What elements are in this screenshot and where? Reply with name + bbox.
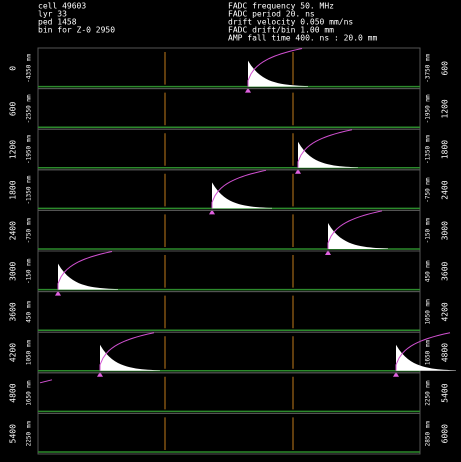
marker [97, 371, 103, 377]
header-text: FADC frequency 50. MHz [228, 2, 334, 11]
row-mm-label: 1050 mm [425, 299, 432, 325]
pulse [58, 263, 118, 290]
row-label: 1200 [9, 140, 18, 159]
row-label: 4200 [441, 302, 450, 321]
row-mm-label: 1650 mm [26, 380, 33, 406]
row-mm-label: 450 mm [26, 301, 33, 323]
row-label: 4800 [9, 383, 18, 402]
row-mm-label: -150 mm [26, 258, 33, 284]
pulse [396, 344, 456, 371]
row-label: 600 [441, 61, 450, 76]
row-mm-label: 1050 mm [26, 339, 33, 365]
pulse [100, 344, 160, 371]
header-text: cell 49603 [38, 2, 86, 11]
row-mm-label: -750 mm [425, 177, 432, 203]
row-mm-label: 2250 mm [425, 380, 432, 406]
row-mm-label: -750 mm [26, 218, 33, 244]
marker [245, 87, 251, 93]
row-label: 2400 [441, 180, 450, 199]
drift-curve [39, 379, 53, 384]
header-text: bin for Z-0 2950 [38, 26, 115, 35]
row-label: 3000 [9, 261, 18, 280]
pulse [248, 60, 308, 87]
drift-curve [57, 251, 113, 290]
row-mm-label: -3750 mm [425, 53, 432, 82]
row-label: 600 [9, 101, 18, 116]
row-label: 2400 [9, 221, 18, 240]
row-mm-label: 1650 mm [425, 339, 432, 365]
row-label: 6000 [441, 424, 450, 443]
marker [393, 371, 399, 377]
row-label: 5400 [441, 383, 450, 402]
marker [209, 209, 215, 215]
row-label: 1800 [441, 140, 450, 159]
pulse [212, 182, 272, 209]
drift-curve [297, 129, 353, 168]
row-mm-label: 2850 mm [425, 421, 432, 447]
row-mm-label: 2250 mm [26, 421, 33, 447]
row-frame [37, 412, 421, 455]
marker [55, 290, 61, 296]
marker [325, 250, 331, 255]
row-mm-label: 450 mm [425, 260, 432, 282]
header-text: lyr 33 [38, 10, 67, 19]
drift-curve [211, 169, 267, 209]
row-mm-label: -4350 mm [26, 53, 33, 82]
row-label: 1800 [9, 180, 18, 199]
header-text: AMP fall time 400. ns : 20.0 mm [228, 34, 377, 43]
header-text: FADC drift/bin 1.00 mm [228, 26, 334, 35]
row-label: 3600 [441, 261, 450, 280]
row-mm-label: -1350 mm [425, 135, 432, 164]
row-label: 3000 [441, 221, 450, 240]
row-mm-label: -1350 mm [26, 175, 33, 204]
row-label: 5400 [9, 424, 18, 443]
row-mm-label: -150 mm [425, 218, 432, 244]
row-label: 1200 [441, 99, 450, 118]
row-mm-label: -2550 mm [26, 94, 33, 123]
pulse [298, 141, 358, 168]
header-text: ped 1458 [38, 18, 77, 27]
row-label: 0 [9, 66, 18, 71]
pulse [328, 223, 388, 249]
drift-curve [327, 210, 383, 249]
row-mm-label: -1950 mm [425, 94, 432, 123]
marker [295, 168, 301, 174]
row-mm-label: -1950 mm [26, 135, 33, 164]
drift-curve [99, 332, 155, 371]
header-text: drift velocity 0.050 mm/ns [228, 18, 353, 27]
drift-curve [247, 48, 303, 87]
row-label: 4200 [9, 343, 18, 362]
row-label: 3600 [9, 302, 18, 321]
row-label: 4800 [441, 343, 450, 362]
drift-curve [395, 332, 451, 371]
header-text: FADC period 20. ns [228, 10, 315, 19]
